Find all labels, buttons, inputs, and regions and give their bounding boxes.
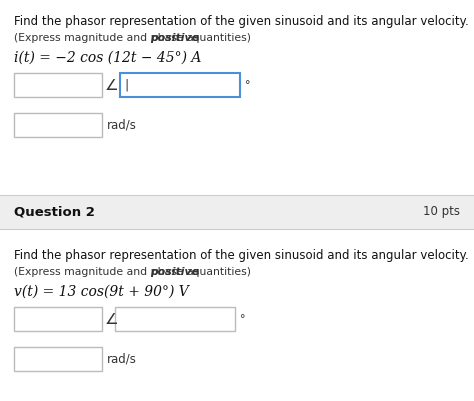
Bar: [14, 73, 102, 97]
Text: quantities): quantities): [189, 267, 251, 277]
Bar: [14, 113, 102, 137]
Text: rad/s: rad/s: [107, 119, 137, 132]
Text: Find the phasor representation of the given sinusoid and its angular velocity.: Find the phasor representation of the gi…: [14, 249, 469, 262]
Text: positive: positive: [150, 33, 199, 43]
Bar: [14, 307, 102, 331]
Text: i(t) = −2 cos (12t − 45°) A: i(t) = −2 cos (12t − 45°) A: [14, 51, 201, 65]
Bar: [14, 347, 102, 371]
Text: |: |: [124, 79, 128, 91]
Text: ∠: ∠: [105, 77, 118, 93]
Text: positive: positive: [150, 267, 199, 277]
Text: ∠: ∠: [105, 312, 118, 326]
Text: quantities): quantities): [189, 33, 251, 43]
Text: Question 2: Question 2: [14, 205, 95, 219]
Text: v(t) = 13 cos(9t + 90°) V: v(t) = 13 cos(9t + 90°) V: [14, 285, 189, 299]
Text: °: °: [240, 314, 246, 324]
Text: (Express magnitude and phase as: (Express magnitude and phase as: [14, 33, 203, 43]
Text: rad/s: rad/s: [107, 352, 137, 365]
Text: 10 pts: 10 pts: [423, 205, 460, 219]
Bar: [0, 195, 474, 229]
Bar: [120, 73, 240, 97]
Text: Find the phasor representation of the given sinusoid and its angular velocity.: Find the phasor representation of the gi…: [14, 15, 469, 28]
Text: °: °: [245, 80, 250, 90]
Bar: [115, 307, 235, 331]
Text: (Express magnitude and phase as: (Express magnitude and phase as: [14, 267, 203, 277]
